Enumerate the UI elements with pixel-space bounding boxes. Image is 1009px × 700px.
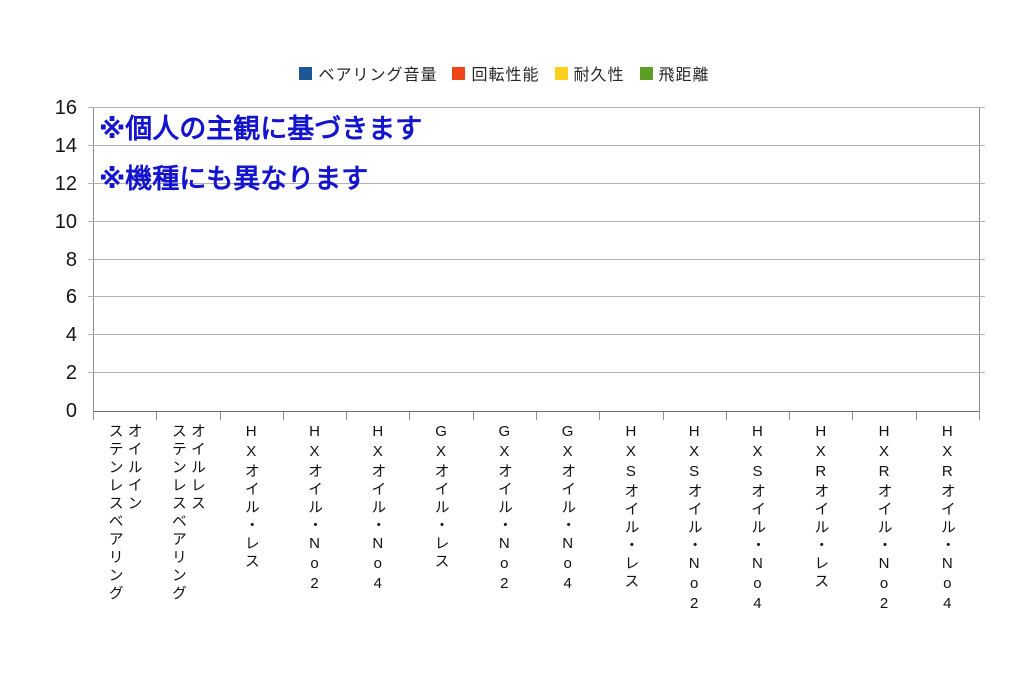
x-category-label: HXRオイル・レス: [812, 423, 830, 591]
x-category-label: GXオイル・No4: [559, 423, 577, 595]
legend-label: ベアリング音量: [318, 67, 438, 84]
x-axis-tick: [789, 412, 791, 420]
x-axis-tick: [915, 412, 917, 420]
x-category-label: HXオイル・レス: [242, 423, 260, 571]
gridline-6: [88, 296, 985, 298]
y-tick-label-14: 14: [54, 134, 77, 157]
gridline-10: [88, 220, 985, 222]
y-tick-label-0: 0: [65, 400, 77, 422]
gridline-8: [88, 258, 985, 260]
x-category-label: HXSオイル・No2: [685, 423, 703, 615]
legend: ベアリング音量 回転性能 耐久性 飛距離: [0, 61, 1009, 85]
x-label-slot-12: HXRオイル・レス: [789, 423, 852, 693]
x-label-slot-13: HXRオイル・No2: [852, 423, 915, 693]
x-category-label: オイルイン ステンレスベアリング: [106, 423, 143, 603]
x-axis-tick: [599, 412, 601, 420]
legend-item-bearing-noise: ベアリング音量: [299, 61, 437, 85]
annotation-line-2: ※機種にも異なります: [99, 164, 369, 194]
bar-group-4: [572, 108, 731, 411]
gridline-4: [88, 334, 985, 336]
x-label-slot-5: HXオイル・No4: [346, 423, 409, 693]
x-category-label: HXオイル・No4: [369, 423, 387, 595]
x-axis-tick: [219, 412, 221, 420]
x-axis-tick: [472, 412, 474, 420]
legend-label: 耐久性: [573, 67, 625, 84]
x-category-label: HXRオイル・No4: [938, 423, 956, 615]
x-label-slot-2: オイルレス ステンレスベアリング: [156, 423, 219, 693]
bar-group-6: [890, 108, 1009, 411]
legend-swatch-icon: [452, 66, 466, 80]
y-tick-label-2: 2: [65, 362, 77, 385]
x-label-slot-3: HXオイル・レス: [220, 423, 283, 693]
x-axis-tick: [662, 412, 664, 420]
plot-area: [88, 107, 985, 412]
x-axis-ticks: [93, 411, 980, 420]
y-tick-label-4: 4: [65, 324, 77, 347]
x-axis-tick: [93, 412, 94, 420]
legend-label: 回転性能: [471, 67, 540, 84]
x-label-slot-6: GXオイル・レス: [409, 423, 472, 693]
legend-item-rotation-performance: 回転性能: [452, 61, 539, 85]
x-axis-tick: [409, 412, 411, 420]
x-axis-tick: [852, 412, 854, 420]
y-tick-label-8: 8: [65, 248, 77, 271]
gridline-2: [88, 372, 985, 374]
legend-label: 飛距離: [658, 67, 710, 84]
y-tick-label-10: 10: [54, 210, 77, 233]
x-axis-tick: [979, 412, 980, 420]
gridline-16: [88, 107, 985, 108]
x-category-label: オイルレス ステンレスベアリング: [169, 423, 206, 603]
x-category-label: GXオイル・No2: [495, 423, 513, 595]
bar-group-5: [731, 108, 890, 411]
x-category-label: HXオイル・No2: [305, 423, 323, 595]
y-tick-label-16: 16: [54, 97, 77, 119]
bar-group-3: [413, 108, 572, 411]
legend-item-flight-distance: 飛距離: [639, 61, 710, 85]
x-axis-tick: [156, 412, 158, 420]
y-axis-labels: 0 2 4 6 8 10 12 14 16: [0, 98, 85, 421]
x-category-label: HXSオイル・レス: [622, 423, 640, 591]
x-category-label: HXSオイル・No4: [748, 423, 766, 615]
x-label-slot-1: オイルイン ステンレスベアリング: [93, 423, 156, 693]
x-axis-labels: オイルイン ステンレスベアリング オイルレス ステンレスベアリング HXオイル・レス…: [93, 423, 979, 693]
x-label-slot-10: HXSオイル・No2: [663, 423, 726, 693]
y-tick-label-12: 12: [54, 172, 77, 195]
x-axis-tick: [346, 412, 348, 420]
y-tick-label-6: 6: [65, 286, 77, 309]
x-label-slot-8: GXオイル・No4: [536, 423, 599, 693]
x-axis-tick: [282, 412, 284, 420]
gridline-12: [88, 182, 985, 184]
x-category-label: HXRオイル・No2: [875, 423, 893, 615]
x-label-slot-11: HXSオイル・No4: [726, 423, 789, 693]
x-axis-tick: [536, 412, 537, 420]
x-label-slot-14: HXRオイル・No4: [916, 423, 979, 693]
x-label-slot-7: GXオイル・No2: [473, 423, 536, 693]
legend-swatch-icon: [299, 66, 313, 80]
annotation-line-1: ※個人の主観に基づきます: [99, 114, 423, 144]
x-category-label: GXオイル・レス: [432, 423, 450, 571]
x-label-slot-4: HXオイル・No2: [283, 423, 346, 693]
legend-swatch-icon: [639, 66, 653, 80]
gridline-14: [88, 144, 985, 146]
legend-swatch-icon: [554, 66, 568, 80]
legend-item-durability: 耐久性: [554, 61, 625, 85]
annotation-note: ※個人の主観に基づきます ※機種にも異なります: [99, 104, 422, 204]
x-axis-tick: [725, 412, 727, 420]
x-label-slot-9: HXSオイル・レス: [599, 423, 662, 693]
